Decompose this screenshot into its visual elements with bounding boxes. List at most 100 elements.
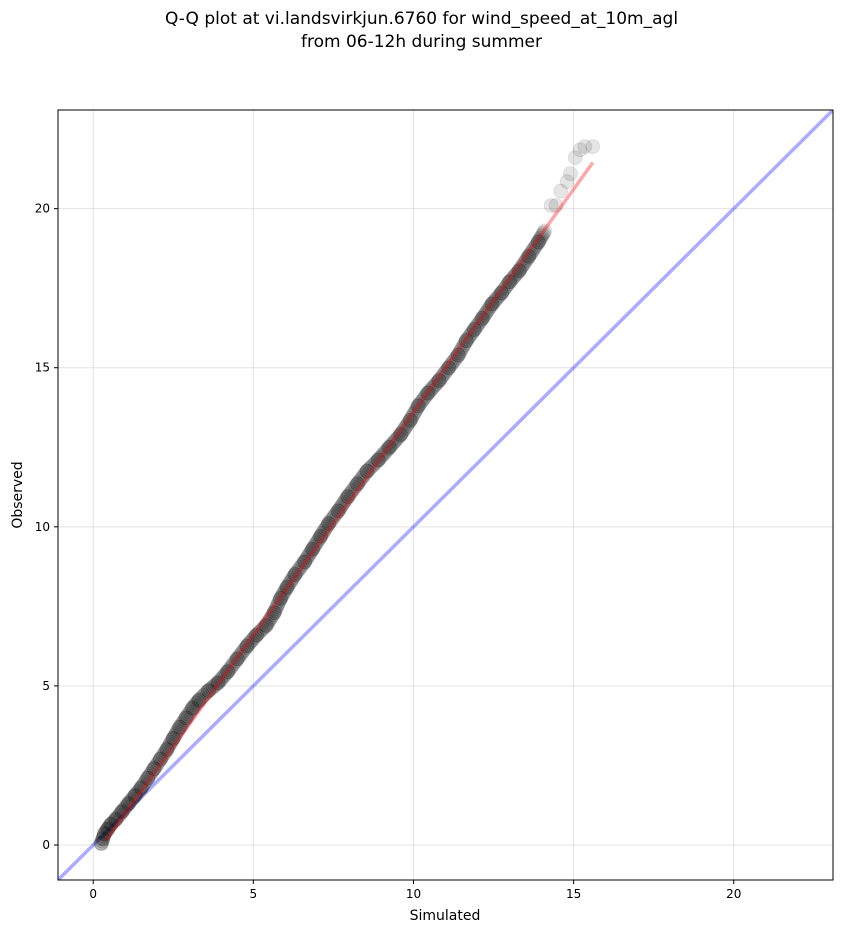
quantile-point: [182, 704, 198, 720]
quantile-point: [448, 351, 464, 367]
quantile-point: [512, 261, 528, 277]
quantile-point: [374, 447, 390, 463]
quantile-point: [199, 684, 215, 700]
quantile-point: [311, 530, 327, 546]
quantile-point: [104, 815, 120, 831]
quantile-point: [170, 723, 186, 739]
quantile-point: [381, 439, 397, 455]
quantile-point: [341, 487, 357, 503]
quantile-point: [466, 322, 482, 338]
chart-title-line-1: Q-Q plot at vi.landsvirkjun.6760 for win…: [164, 9, 679, 29]
quantile-point: [531, 232, 547, 248]
quantile-point: [167, 727, 183, 743]
quantile-point: [504, 271, 520, 287]
quantile-point: [101, 820, 117, 835]
quantile-point: [136, 776, 152, 792]
quantile-point: [147, 759, 163, 775]
quantile-point: [179, 708, 195, 724]
quantile-point: [533, 230, 549, 246]
quantile-point: [465, 323, 481, 339]
quantile-point: [284, 572, 300, 588]
quantile-point: [126, 789, 142, 805]
quantile-point: [373, 449, 389, 465]
quantile-point: [410, 398, 426, 414]
quantile-point: [140, 770, 156, 786]
quantile-point: [120, 796, 136, 812]
quantile-point: [95, 831, 111, 847]
quantile-point: [537, 223, 553, 239]
quantile-point: [108, 812, 124, 828]
quantile-point: [128, 786, 144, 802]
quantile-point: [285, 570, 301, 586]
quantile-point: [370, 452, 386, 468]
quantile-point: [108, 812, 124, 828]
quantile-point: [194, 689, 210, 705]
axis-ticks: 0 5 10 15 20 0 5 10 15 20: [35, 202, 742, 901]
quantile-point: [152, 751, 168, 767]
quantile-point: [496, 281, 512, 297]
quantile-point: [446, 352, 462, 368]
quantile-point: [453, 343, 469, 359]
quantile-point: [495, 283, 511, 299]
quantile-point: [316, 523, 332, 539]
quantile-point: [114, 804, 130, 820]
quantile-point: [499, 278, 515, 294]
chart-title: Q-Q plot at vi.landsvirkjun.6760 for win…: [0, 8, 843, 54]
quantile-point: [477, 307, 493, 323]
quantile-point: [141, 768, 157, 784]
quantile-point: [214, 670, 230, 686]
quantile-point: [260, 614, 276, 630]
quantile-point: [483, 298, 499, 314]
quantile-point: [522, 247, 538, 263]
quantile-point: [265, 607, 281, 623]
quantile-point: [183, 702, 199, 718]
quantile-point: [528, 238, 544, 254]
quantile-point: [524, 243, 540, 259]
identity-line: [58, 110, 833, 880]
quantile-point: [567, 150, 583, 166]
quantile-point: [232, 647, 248, 663]
quantile-point: [336, 494, 352, 510]
quantile-point: [158, 743, 174, 759]
quantile-point: [247, 629, 263, 645]
quantile-point: [210, 675, 226, 691]
quantile-point: [403, 410, 419, 426]
quantile-point: [173, 717, 189, 733]
quantile-point: [151, 753, 167, 769]
quantile-point: [380, 441, 396, 457]
quantile-point: [326, 508, 342, 524]
quantile-point: [276, 585, 292, 601]
quantile-point: [419, 387, 435, 403]
quantile-point: [526, 241, 542, 257]
quantile-point: [330, 503, 346, 519]
quantile-point: [299, 550, 315, 566]
quantile-point: [273, 590, 289, 606]
quantile-point: [410, 398, 426, 414]
quantile-point: [159, 742, 175, 758]
quantile-point: [388, 431, 404, 447]
quantile-point: [313, 528, 329, 544]
quantile-point: [211, 673, 227, 689]
quantile-point: [281, 576, 297, 592]
quantile-point: [235, 644, 251, 660]
quantile-point: [355, 469, 371, 485]
quantile-point: [156, 745, 172, 761]
quantile-point: [340, 489, 356, 505]
quantile-point: [273, 590, 289, 606]
quantile-point: [485, 295, 501, 310]
quantile-point: [133, 780, 149, 796]
quantile-point: [95, 831, 111, 847]
quantile-point: [146, 761, 162, 777]
quantile-point: [437, 365, 453, 381]
quantile-point: [333, 499, 349, 515]
quantile-point: [258, 617, 274, 633]
quantile-point: [209, 676, 225, 692]
quantile-point: [309, 534, 325, 550]
quantile-point: [178, 710, 194, 726]
quantile-point: [478, 305, 494, 321]
quantile-point: [272, 592, 288, 608]
quantile-point: [106, 813, 122, 829]
quantile-point: [408, 402, 424, 418]
quantile-point: [458, 333, 474, 349]
quantile-point: [466, 322, 482, 338]
